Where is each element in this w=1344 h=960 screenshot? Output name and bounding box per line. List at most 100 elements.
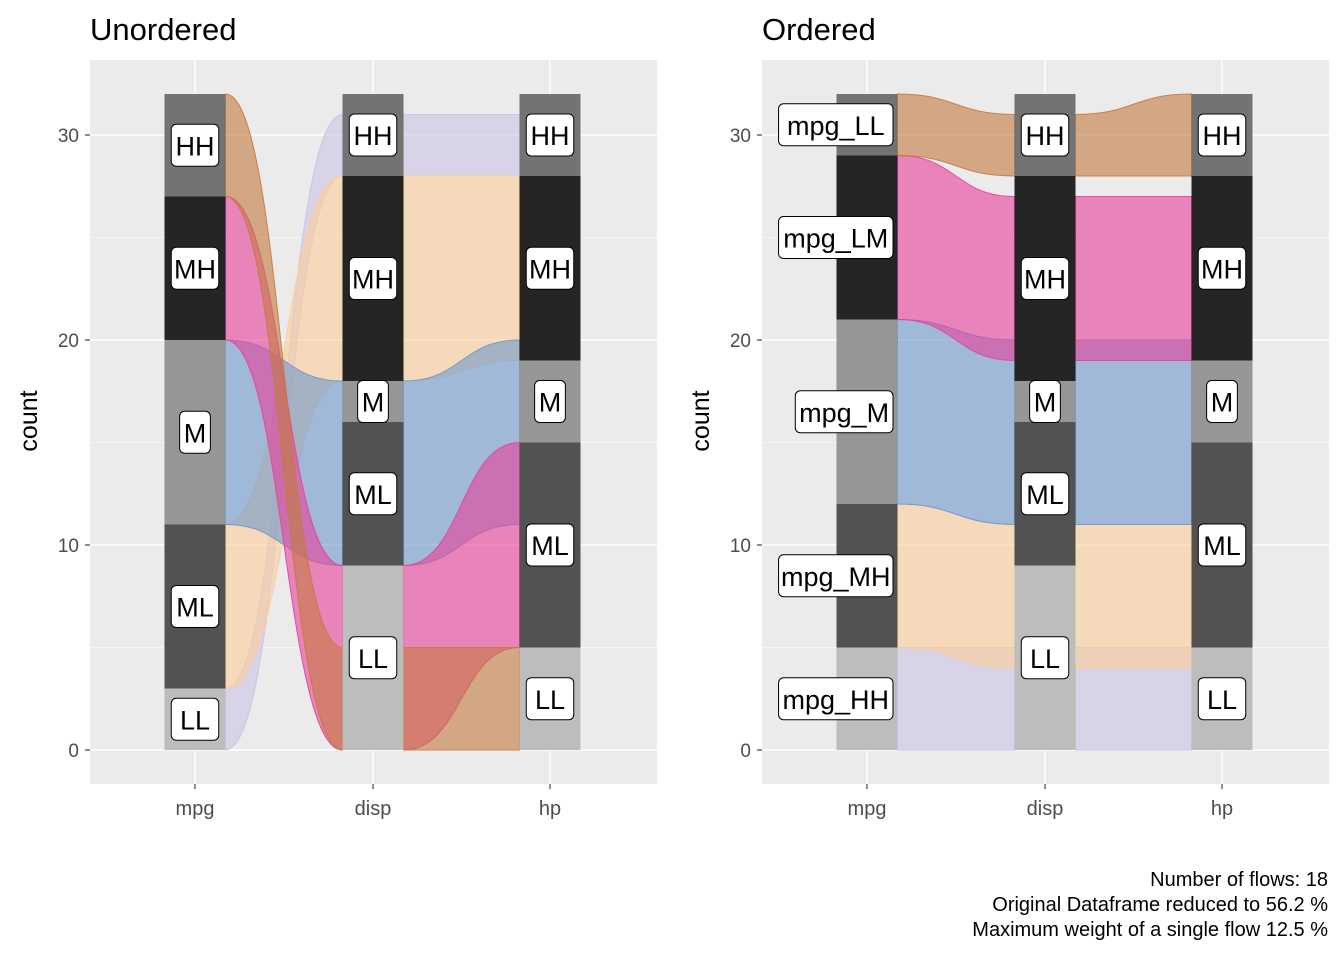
stratum-label-text: mpg_M [799,398,889,428]
stratum-label-box [1197,246,1247,290]
stratum-label-box [1197,523,1247,567]
stratum-label-mpg-ll: mpg_LL [778,103,894,147]
stratum-label-box [794,390,894,434]
stratum-label-box [357,380,389,423]
stratum-label-box [170,585,220,628]
stratum-label-mpg-hh: mpg_HH [778,677,894,721]
flow-ribbon-hh [403,646,520,751]
stratum-label-box [170,246,220,290]
strata-disp: LL ML M MH HH [342,94,404,750]
stratum-label-mh: MH [1020,257,1070,300]
stratum-label-mh: MH [1197,246,1247,290]
stratum-label-text: MH [1201,254,1243,284]
stratum-label-ml: ML [170,585,220,628]
stratum-label-text: M [539,388,562,418]
stratum-label-text: M [1034,388,1057,418]
stratum-label-mpg-m: mpg_M [794,390,894,434]
x-tick-label: mpg [848,798,887,820]
stratum-label-box [525,523,575,567]
strata-hp: LL ML M MH HH [519,94,581,750]
stratum-label-box [179,410,211,454]
stratum-label-text: LL [535,685,565,715]
stratum-label-text: LL [358,644,388,674]
stratum-label-mh: MH [525,246,575,290]
stratum-label-box [1020,257,1070,300]
stratum-label-mpg-lm: mpg_LM [778,216,894,259]
panel-unordered: 0 10 20 30 LL ML M MH HH mpg LL ML M MH HH disp LL ML M MH H… [15,12,657,820]
flow-ribbon-lm [1075,195,1192,361]
flow-ribbon-m [1075,339,1192,525]
stratum-label-ll: LL [348,636,398,680]
stratum-label-box [170,123,220,167]
stratum-label-box [778,677,894,721]
strata-hp: LL ML M MH HH [1191,94,1253,750]
stratum-label-box [1206,380,1238,423]
chart-title: Unordered [90,12,236,47]
stratum-label-box [525,677,575,721]
stratum-label-mpg-mh: mpg_MH [778,554,894,598]
stratum-label-ml: ML [525,523,575,567]
stratum-label-text: mpg_HH [783,685,890,715]
stratum-label-text: MH [352,265,394,295]
stratum-label-box [1029,380,1061,423]
stratum-label-ml: ML [348,472,398,516]
stratum-label-box [348,113,398,157]
y-tick-label: 20 [730,331,751,352]
stratum-label-text: ML [1203,531,1241,561]
caption-dataframe-reduced: Original Dataframe reduced to 56.2 % [992,894,1328,916]
stratum-label-text: LL [180,705,210,735]
caption-number-of-flows: Number of flows: 18 [1150,869,1328,891]
stratum-label-box [778,216,894,259]
stratum-label-m: M [534,380,566,423]
strata-mpg: LL ML M MH HH [164,94,226,750]
stratum-label-box [534,380,566,423]
flows [897,93,1192,751]
x-tick-label: hp [1211,798,1233,820]
caption-max-flow-weight: Maximum weight of a single flow 12.5 % [972,919,1328,941]
stratum-label-mh: MH [348,257,398,300]
stratum-label-text: MH [1024,265,1066,295]
stratum-label-m: M [1206,380,1238,423]
flow-ribbon-ll [403,113,520,177]
y-axis-label: count [687,390,715,451]
stratum-label-text: ML [354,480,392,510]
stratum-label-box [778,103,894,147]
y-tick-label: 0 [68,741,79,762]
stratum-label-ml: ML [1197,523,1247,567]
stratum-label-text: mpg_LM [783,224,888,254]
stratum-label-text: M [184,418,207,448]
flow-ribbon-mh [897,503,1015,669]
stratum-label-text: MH [174,254,216,284]
y-tick-label: 0 [740,741,751,762]
stratum-label-box [1197,677,1247,721]
flows [225,93,520,751]
flow-ribbon-mh [1075,523,1192,669]
plot-caption: Number of flows: 18 Original Dataframe r… [972,868,1328,943]
stratum-label-box [1020,113,1070,157]
stratum-label-mh: MH [170,246,220,290]
y-axis-label: count [15,390,43,451]
y-tick-label: 10 [58,536,79,557]
stratum-label-text: HH [531,121,570,151]
y-tick-label: 30 [58,126,79,147]
stratum-label-text: mpg_LL [787,111,885,141]
stratum-label-hh: HH [1197,113,1247,157]
stratum-label-ml: ML [1020,472,1070,516]
stratum-label-box [348,472,398,516]
stratum-label-ll: LL [525,677,575,721]
stratum-label-text: ML [531,531,569,561]
stratum-label-m: M [357,380,389,423]
stratum-label-hh: HH [348,113,398,157]
stratum-label-box [1020,636,1070,680]
stratum-label-text: ML [1026,480,1064,510]
stratum-label-text: M [362,388,385,418]
stratum-label-m: M [179,410,211,454]
stratum-label-text: ML [176,593,214,623]
stratum-label-ll: LL [1020,636,1070,680]
y-tick-label: 10 [730,536,751,557]
y-tick-label: 20 [58,331,79,352]
stratum-label-text: HH [176,131,215,161]
x-tick-label: hp [539,798,561,820]
